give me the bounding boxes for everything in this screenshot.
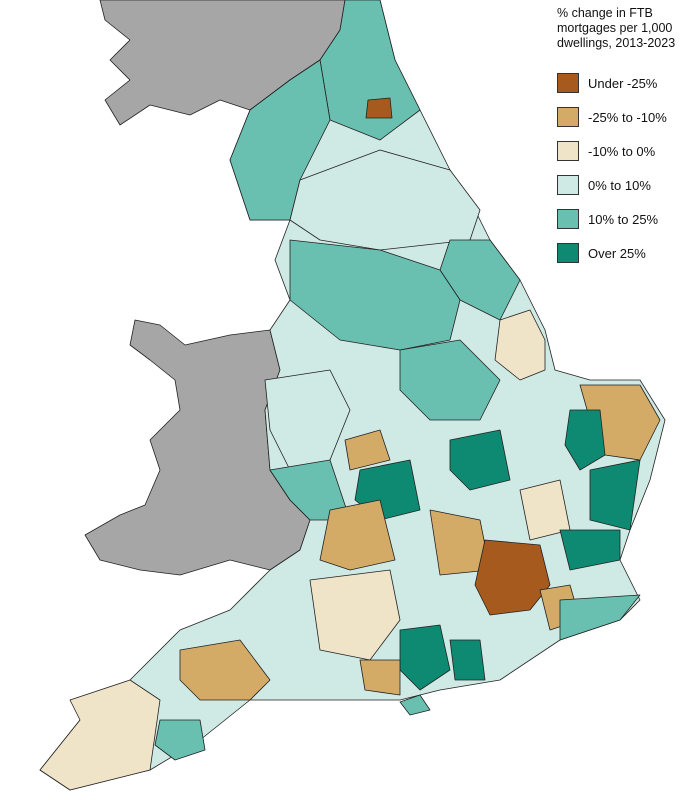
region — [564, 409, 606, 471]
region — [359, 659, 401, 696]
region — [449, 639, 486, 681]
legend-swatch — [557, 175, 579, 195]
region — [365, 97, 393, 119]
region — [39, 679, 161, 791]
region — [589, 459, 641, 531]
legend-label: Under -25% — [588, 75, 658, 91]
legend-swatch — [557, 73, 579, 93]
legend-item: Over 25% — [557, 236, 667, 270]
legend-item: Under -25% — [557, 66, 667, 100]
legend-label: Over 25% — [588, 245, 646, 261]
legend-label: -25% to -10% — [588, 109, 667, 125]
region — [179, 639, 271, 701]
region — [399, 694, 431, 716]
legend-swatch — [557, 107, 579, 127]
region — [154, 719, 206, 761]
legend-item: 10% to 25% — [557, 202, 667, 236]
legend-title: % change in FTB mortgages per 1,000 dwel… — [557, 6, 676, 50]
legend-item: 0% to 10% — [557, 168, 667, 202]
legend-swatch — [557, 243, 579, 263]
region — [474, 539, 551, 616]
region — [319, 0, 421, 141]
legend-item: -25% to -10% — [557, 100, 667, 134]
legend-label: 10% to 25% — [588, 211, 659, 227]
region — [559, 529, 621, 571]
region — [289, 239, 461, 351]
region — [494, 309, 546, 381]
legend-label: -10% to 0% — [588, 143, 656, 159]
region — [319, 499, 396, 571]
region — [559, 594, 641, 641]
legend-swatch — [557, 141, 579, 161]
legend-swatch — [557, 209, 579, 229]
region — [344, 429, 391, 471]
legend-label: 0% to 10% — [588, 177, 651, 193]
region — [449, 429, 511, 491]
region — [399, 339, 501, 421]
legend: Under -25% -25% to -10% -10% to 0% 0% to 10… — [557, 66, 667, 270]
legend-item: -10% to 0% — [557, 134, 667, 168]
region — [309, 569, 401, 661]
